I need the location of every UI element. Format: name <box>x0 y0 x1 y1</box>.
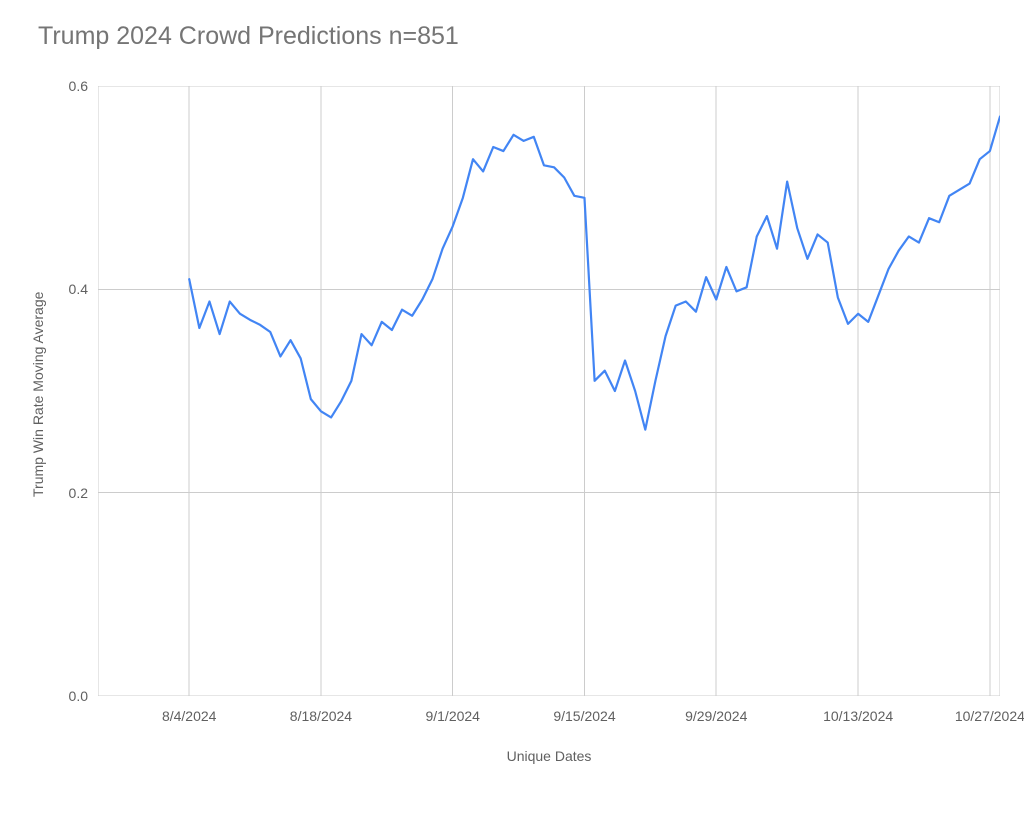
x-tick-label: 8/4/2024 <box>162 708 217 724</box>
y-tick-label: 0.2 <box>69 485 88 501</box>
x-axis-title: Unique Dates <box>98 748 1000 764</box>
y-axis-title: Trump Win Rate Moving Average <box>30 291 46 496</box>
y-tick-label: 0.6 <box>69 78 88 94</box>
chart-title: Trump 2024 Crowd Predictions n=851 <box>38 22 459 51</box>
x-tick-label: 9/29/2024 <box>685 708 747 724</box>
y-tick-label: 0.4 <box>69 281 88 297</box>
x-tick-label: 9/15/2024 <box>553 708 615 724</box>
x-tick-label: 8/18/2024 <box>290 708 352 724</box>
x-tick-label: 10/27/2024 <box>955 708 1024 724</box>
x-tick-label: 9/1/2024 <box>425 708 480 724</box>
series-line <box>189 117 1000 430</box>
plot-area <box>98 86 1000 696</box>
y-tick-label: 0.0 <box>69 688 88 704</box>
chart-container: Trump 2024 Crowd Predictions n=851 Trump… <box>0 0 1024 820</box>
x-tick-label: 10/13/2024 <box>823 708 893 724</box>
